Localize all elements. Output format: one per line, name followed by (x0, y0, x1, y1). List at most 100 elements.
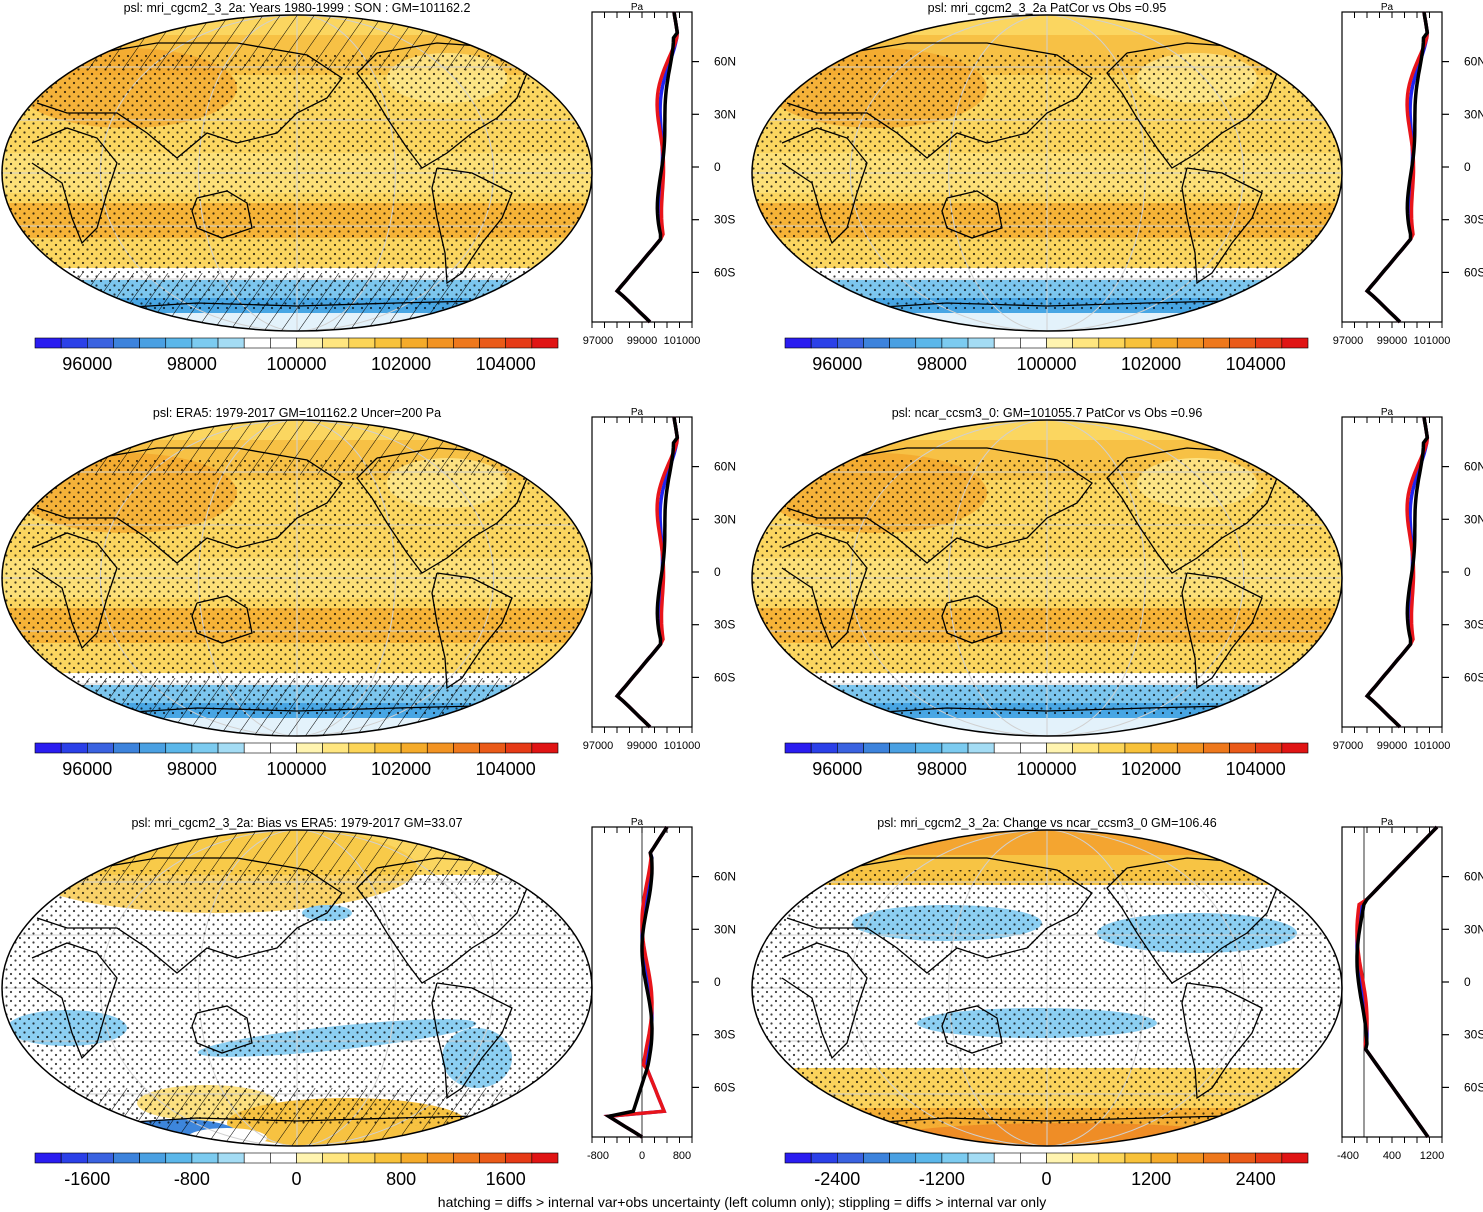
panel-6: psl: mri_cgcm2_3_2a: Change vs ncar_ccsm… (751, 816, 1483, 1189)
colorbar: 96000 98000 100000 102000 104000 (784, 742, 1309, 779)
colorbar-swatch (1046, 337, 1073, 349)
colorbar-swatch (1255, 742, 1283, 754)
profile-lat-label: 30N (1464, 922, 1483, 936)
colorbar-tick-label: 800 (386, 1169, 416, 1189)
colorbar: 96000 98000 100000 102000 104000 (34, 337, 559, 374)
profile-x-label: 99000 (1377, 335, 1408, 347)
profile-line-black (1364, 416, 1430, 729)
colorbar-swatch (836, 337, 864, 349)
colorbar-swatch (810, 1152, 838, 1164)
coast-south-america (1181, 982, 1263, 1100)
colorbar-swatch (836, 742, 864, 754)
colorbar-swatch (967, 337, 995, 349)
colorbar-swatch (993, 1152, 1021, 1164)
colorbar-swatch (348, 337, 376, 349)
colorbar-swatch (426, 337, 454, 349)
profile-x-label: 99000 (1377, 740, 1408, 752)
profile-lat-label: 60N (714, 460, 736, 474)
colorbar-swatch (915, 742, 943, 754)
colorbar-swatch (243, 337, 271, 349)
profile-line-black (1364, 11, 1430, 324)
colorbar-swatch (426, 742, 454, 754)
colorbar-swatch (1020, 337, 1047, 349)
profile-lat-label: 60S (714, 670, 735, 684)
colorbar-swatch (191, 337, 219, 349)
colorbar-tick-label: 102000 (371, 759, 431, 779)
profile-lat-label: 60N (1464, 870, 1483, 884)
colorbar-swatch (34, 742, 62, 754)
profile-lat-label: 60S (714, 265, 735, 279)
profile-lat-label: 60S (1464, 265, 1483, 279)
colorbar-swatch (165, 1152, 193, 1164)
map-field (2, 830, 592, 1146)
coast-africa (31, 942, 118, 1060)
zonal-mean-profile: Pa 60N 30N 0 30S 60S 97000 99000 101000 (583, 2, 736, 347)
colorbar-tick-label: 102000 (1121, 759, 1181, 779)
colorbar-swatch (479, 742, 506, 754)
profile-x-label: 97000 (1333, 740, 1364, 752)
colorbar-swatch (1020, 1152, 1047, 1164)
profile-x-label: 99000 (627, 335, 658, 347)
colorbar-swatch (1072, 1152, 1100, 1164)
profile-lat-label: 0 (714, 160, 721, 174)
map-field (752, 15, 1342, 331)
hatching (2, 420, 592, 475)
colorbar-swatch (322, 337, 350, 349)
colorbar-tick-label: -800 (174, 1169, 210, 1189)
colorbar-tick-label: 2400 (1236, 1169, 1276, 1189)
zonal-mean-profile: Pa 60N 30N 0 30S 60S -400 400 1200 (1337, 817, 1483, 1162)
profile-unit: Pa (1381, 407, 1394, 418)
coast-south-america (431, 167, 513, 285)
colorbar-swatch (784, 337, 812, 349)
colorbar-swatch (296, 337, 323, 349)
colorbar-swatch (1203, 742, 1230, 754)
colorbar-swatch (967, 742, 995, 754)
profile-lat-label: 30N (1464, 512, 1483, 526)
colorbar-swatch (374, 742, 402, 754)
map-field (2, 15, 592, 331)
profile-unit: Pa (631, 2, 644, 13)
colorbar-swatch (863, 337, 890, 349)
hatching (2, 1088, 592, 1146)
coast-africa (781, 942, 868, 1060)
profile-line-black (614, 416, 680, 729)
profile-line-red (1364, 11, 1430, 324)
colorbar-swatch (217, 1152, 245, 1164)
zonal-mean-profile: Pa 60N 30N 0 30S 60S 97000 99000 101000 (1333, 2, 1483, 347)
colorbar-swatch (941, 742, 969, 754)
profile-x-label: 101000 (1414, 740, 1451, 752)
colorbar-swatch (915, 1152, 943, 1164)
colorbar: 96000 98000 100000 102000 104000 (34, 742, 559, 779)
panel-2: psl: mri_cgcm2_3_2a PatCor vs Obs =0.95 9… (751, 1, 1483, 374)
profile-x-label: 400 (1383, 1150, 1401, 1162)
profile-lat-label: 0 (1464, 160, 1471, 174)
colorbar-swatch (1229, 337, 1257, 349)
colorbar-swatch (1072, 742, 1100, 754)
profile-line-red (614, 11, 680, 324)
profile-lat-label: 60S (1464, 1080, 1483, 1094)
coast-australia (941, 595, 1003, 644)
colorbar-tick-label: 0 (1041, 1169, 1051, 1189)
colorbar-swatch (296, 1152, 323, 1164)
coast-south-america (1181, 572, 1263, 690)
profile-lat-label: 0 (1464, 975, 1471, 989)
profile-x-label: 800 (673, 1150, 691, 1162)
colorbar-swatch (863, 1152, 890, 1164)
colorbar-swatch (191, 1152, 219, 1164)
colorbar-swatch (889, 742, 917, 754)
profile-lat-label: 30N (714, 922, 736, 936)
colorbar-swatch (87, 1152, 114, 1164)
colorbar-swatch (296, 742, 323, 754)
colorbar-tick-label: 98000 (917, 354, 967, 374)
profile-x-label: 101000 (1414, 335, 1451, 347)
colorbar-swatch (967, 1152, 995, 1164)
colorbar-swatch (165, 337, 193, 349)
colorbar-tick-label: 0 (291, 1169, 301, 1189)
profile-unit: Pa (631, 407, 644, 418)
colorbar-swatch (400, 1152, 428, 1164)
colorbar-swatch (87, 742, 114, 754)
colorbar-swatch (1046, 1152, 1073, 1164)
colorbar-swatch (1150, 337, 1178, 349)
colorbar-swatch (165, 742, 193, 754)
